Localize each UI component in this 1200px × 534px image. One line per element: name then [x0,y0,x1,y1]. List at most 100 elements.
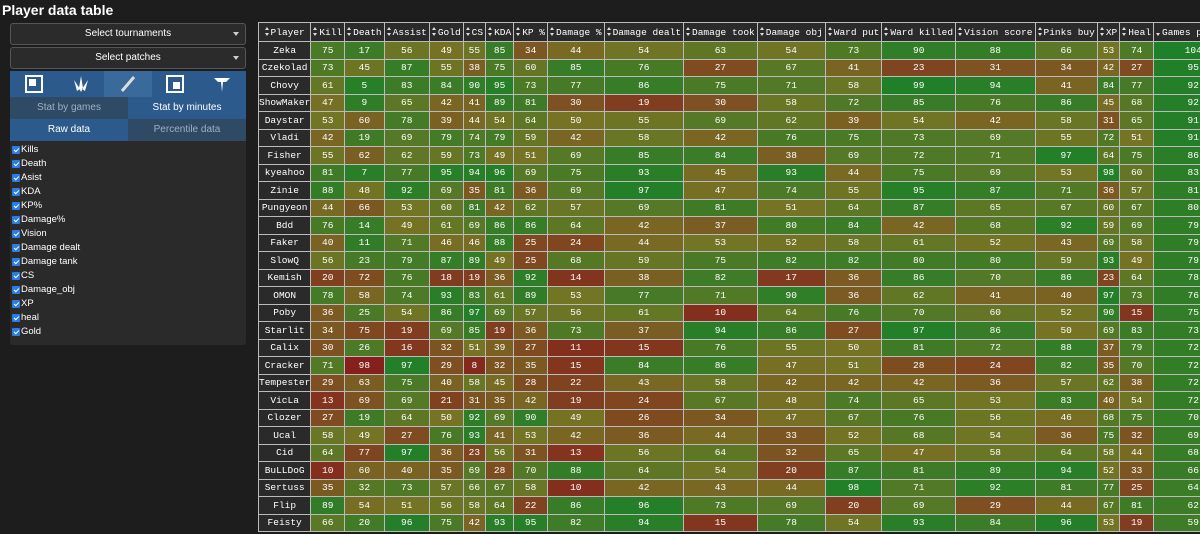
checkbox-item[interactable]: Vision [12,227,246,241]
sort-icon[interactable] [386,27,392,37]
player-name: Ucal [257,426,312,445]
checkbox-item[interactable]: KP% [12,199,246,213]
column-header[interactable]: Gold [428,22,464,42]
checkbox[interactable] [12,300,20,308]
checkbox-item[interactable]: XP [12,297,246,311]
checkbox-item[interactable]: KDA [12,185,246,199]
column-header[interactable]: Death [344,22,385,42]
checkbox-item[interactable]: Asist [12,171,246,185]
player-name: Pungyeon [257,198,312,217]
column-header[interactable]: Damage % [547,22,605,42]
data-button[interactable]: Raw data [10,119,128,141]
stat-cell: 35 [485,391,515,410]
column-header[interactable]: Pinks buy [1034,22,1098,42]
checkbox[interactable] [12,188,20,196]
column-header[interactable]: Vision score [955,22,1036,42]
stat-cell: 78 [756,513,826,532]
checkbox[interactable] [12,160,20,168]
column-header[interactable]: Assist [383,22,430,42]
checkbox[interactable] [12,286,20,294]
column-header[interactable]: Damage dealt [603,22,685,42]
stat-cell: 71 [383,233,430,252]
sort-icon[interactable] [827,27,833,37]
stat-cell: 69 [383,391,430,410]
icon-button[interactable] [104,71,152,97]
checkbox-item[interactable]: Damage% [12,213,246,227]
checkbox[interactable] [12,202,20,210]
sort-icon[interactable] [347,27,352,37]
stat-cell: 54 [344,496,385,515]
checkbox-item[interactable]: Kills [12,143,246,157]
stat-cell: 89 [513,286,548,305]
button-row: Raw data Percentile data [10,119,246,141]
sort-icon[interactable] [313,27,318,37]
sort-icon[interactable] [1122,27,1127,37]
column-header[interactable]: KP % [513,22,548,42]
checkbox-item[interactable]: Damage_obj [12,283,246,297]
data-button[interactable]: Percentile data [128,119,246,141]
sort-icon[interactable] [1037,27,1043,37]
sort-icon[interactable] [516,27,521,37]
icon-button[interactable] [152,71,199,97]
checkbox-item[interactable]: Damage tank [12,255,246,269]
checkbox[interactable] [12,216,20,224]
column-header[interactable]: KDA [485,22,515,42]
sort-icon[interactable] [958,27,963,37]
column-header[interactable]: Damage obj [756,22,826,42]
sort-icon[interactable] [431,27,437,37]
column-header[interactable]: Damage took [683,22,758,42]
checkbox[interactable] [12,230,20,238]
icon-button[interactable] [10,71,57,97]
sort-icon[interactable] [550,27,555,37]
column-header[interactable]: Player [257,22,312,42]
checkbox[interactable] [12,314,20,322]
sort-icon[interactable] [1156,27,1161,37]
table-row: Calix 30 26 16 32 51 39 27 11 15 76 55 50 81 72 88 37 79 7… [257,338,1200,357]
checkbox[interactable] [12,328,20,336]
player-name: Feisty [257,513,312,532]
sort-icon[interactable] [759,27,765,37]
checkbox[interactable] [12,244,20,252]
sort-icon[interactable] [1099,27,1105,37]
checkbox-item[interactable]: Damage dealt [12,241,246,255]
column-header[interactable]: CS [462,22,487,42]
mode-button[interactable]: Stat by minutes [128,97,246,119]
checkbox[interactable] [12,174,20,182]
mode-button[interactable]: Stat by games [10,97,128,119]
sort-icon[interactable] [488,27,493,37]
sort-icon[interactable] [264,27,270,37]
checkbox-item[interactable]: heal [12,311,246,325]
player-name: Poby [257,303,312,322]
dropdown[interactable]: Select patches [10,47,246,69]
sort-icon[interactable] [884,27,889,37]
stat-cell: 71 [881,478,957,497]
column-header[interactable]: Kill [310,22,346,42]
icon-button[interactable] [199,71,246,97]
column-header[interactable]: XP [1096,22,1121,42]
stat-cell: 92 [1153,76,1200,95]
dropdown[interactable]: Select tournaments [10,23,246,45]
stat-cell: 36 [824,268,883,287]
checkbox-item[interactable]: Death [12,157,246,171]
checkbox[interactable] [12,146,20,154]
stat-cell: 48 [756,391,826,410]
checkbox[interactable] [12,272,20,280]
stat-cell: 55 [603,111,685,130]
stat-cell: 73 [881,128,957,147]
checkbox-item[interactable]: CS [12,269,246,283]
sort-icon[interactable] [686,27,691,37]
checkbox-item[interactable]: Gold [12,325,246,339]
stat-cell: 86 [603,76,685,95]
column-header[interactable]: Games played [1153,22,1200,42]
sort-icon[interactable] [606,27,612,37]
icon-button[interactable] [57,71,104,97]
column-header[interactable]: Heal [1119,22,1155,42]
sort-icon[interactable] [465,27,471,37]
column-header[interactable]: Ward put [824,22,883,42]
player-name: Calix [257,338,312,357]
column-header[interactable]: Ward killed [881,22,957,42]
stat-cell: 13 [547,443,605,462]
stat-cell: 64 [603,461,685,480]
stat-cell: 77 [383,163,430,182]
checkbox[interactable] [12,258,20,266]
